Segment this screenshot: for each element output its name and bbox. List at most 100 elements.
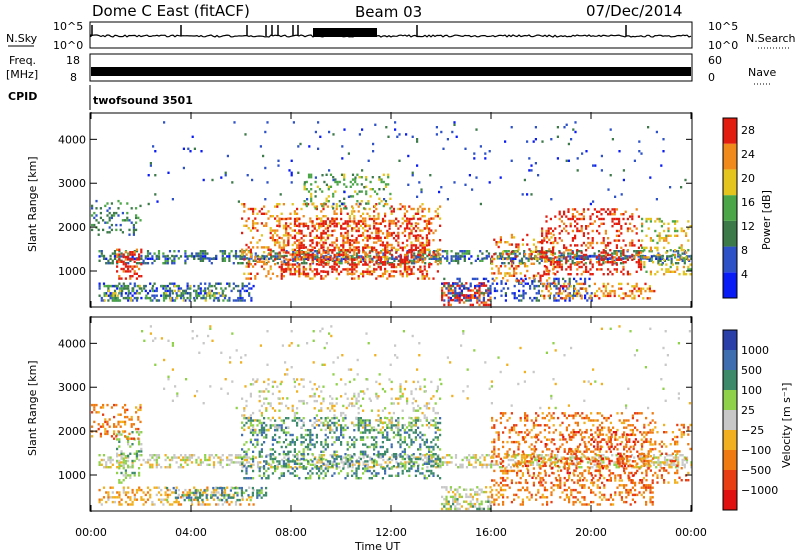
heatmap-cell: [237, 255, 240, 258]
heatmap-cell: [591, 213, 594, 216]
heatmap-cell: [464, 147, 467, 150]
heatmap-cell: [331, 267, 334, 271]
heatmap-cell: [149, 299, 152, 302]
heatmap-cell: [186, 284, 189, 288]
heatmap-cell: [190, 461, 194, 464]
heatmap-cell: [615, 239, 618, 242]
heatmap-cell: [524, 265, 527, 268]
heatmap-cell: [323, 180, 326, 184]
heatmap-cell: [166, 500, 169, 504]
heatmap-cell: [685, 461, 689, 464]
heatmap-cell: [681, 461, 684, 464]
heatmap-cell: [234, 500, 238, 504]
heatmap-cell: [126, 219, 129, 222]
heatmap-cell: [593, 456, 596, 459]
heatmap-cell: [326, 224, 329, 227]
heatmap-cell: [154, 150, 157, 153]
heatmap-cell: [507, 287, 510, 290]
heatmap-cell: [659, 259, 662, 262]
heatmap-cell: [639, 257, 642, 260]
heatmap-cell: [256, 241, 259, 244]
heatmap-cell: [228, 259, 231, 262]
heatmap-cell: [310, 197, 313, 200]
heatmap-cell: [447, 296, 450, 299]
heatmap-cell: [403, 268, 407, 271]
heatmap-cell: [176, 284, 179, 288]
heatmap-cell: [508, 253, 511, 256]
heatmap-cell: [404, 461, 407, 464]
heatmap-cell: [199, 255, 202, 258]
heatmap-cell: [140, 496, 143, 499]
heatmap-cell: [523, 454, 526, 457]
heatmap-cell: [177, 257, 180, 260]
heatmap-cell: [596, 241, 599, 245]
heatmap-cell: [529, 284, 532, 288]
heatmap-cell: [369, 188, 372, 191]
heatmap-cell: [108, 226, 111, 229]
heatmap-cell: [386, 234, 389, 237]
heatmap-cell: [554, 261, 557, 264]
heatmap-cell: [346, 212, 349, 215]
heatmap-cell: [487, 454, 491, 457]
heatmap-cell: [435, 126, 438, 129]
heatmap-cell: [604, 253, 607, 257]
heatmap-cell: [254, 255, 257, 259]
heatmap-cell: [682, 265, 685, 269]
heatmap-cell: [635, 250, 638, 253]
heatmap-cell: [568, 280, 571, 283]
heatmap-cell: [162, 294, 166, 297]
heatmap-cell: [441, 282, 444, 285]
heatmap-cell: [428, 253, 431, 257]
heatmap-cell: [413, 456, 416, 459]
heatmap-cell: [155, 461, 158, 464]
heatmap-cell: [111, 486, 114, 489]
heatmap-cell: [285, 217, 288, 221]
heatmap-cell: [223, 488, 227, 492]
heatmap-cell: [468, 174, 471, 177]
heatmap-cell: [403, 229, 407, 233]
heatmap-cell: [99, 216, 102, 220]
heatmap-cell: [351, 234, 354, 237]
heatmap-cell: [274, 258, 277, 261]
heatmap-cell: [454, 252, 458, 255]
heatmap-cell: [408, 251, 411, 254]
heatmap-cell: [127, 284, 130, 288]
heatmap-cell: [622, 239, 625, 242]
heatmap-cell: [108, 207, 111, 210]
heatmap-cell: [292, 454, 295, 457]
heatmap-cell: [193, 498, 196, 501]
heatmap-cell: [320, 454, 323, 457]
heatmap-cell: [111, 463, 114, 466]
heatmap-cell: [138, 454, 141, 457]
heatmap-cell: [316, 185, 319, 188]
heatmap-cell: [346, 268, 349, 271]
heatmap-cell: [458, 292, 461, 295]
heatmap-cell: [622, 273, 625, 276]
heatmap-cell: [460, 284, 463, 288]
heatmap-cell: [304, 222, 308, 225]
heatmap-cell: [243, 258, 246, 261]
heatmap-cell: [488, 150, 491, 153]
heatmap-cell: [377, 217, 380, 220]
heatmap-cell: [377, 237, 380, 240]
heatmap-cell: [107, 493, 110, 497]
heatmap-cell: [186, 255, 189, 258]
heatmap-cell: [419, 253, 422, 257]
heatmap-cell: [648, 250, 651, 253]
heatmap-cell: [300, 232, 303, 235]
heatmap-cell: [143, 284, 146, 288]
heatmap-cell: [353, 257, 356, 260]
heatmap-cell: [254, 217, 257, 220]
heatmap-cell: [118, 292, 122, 295]
heatmap-cell: [206, 503, 209, 506]
heatmap-cell: [307, 203, 310, 206]
heatmap-cell: [100, 498, 103, 501]
heatmap-cell: [168, 257, 172, 260]
heatmap-cell: [569, 285, 572, 288]
heatmap-cell: [320, 277, 323, 280]
heatmap-cell: [635, 289, 638, 293]
heatmap-cell: [276, 234, 279, 237]
heatmap-cell: [542, 456, 546, 459]
heatmap-cell: [387, 173, 390, 176]
heatmap-cell: [552, 253, 555, 257]
